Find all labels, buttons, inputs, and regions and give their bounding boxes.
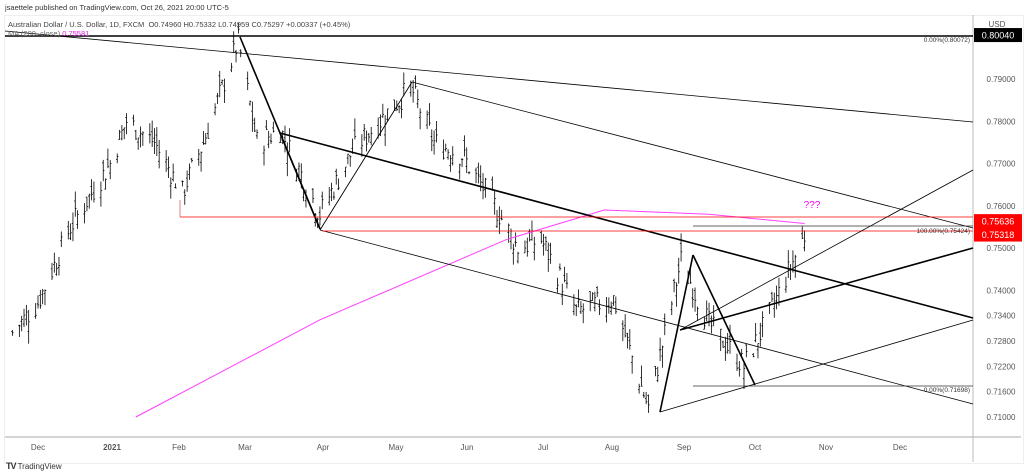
fib-label: 100.00%(0.75424): [917, 228, 971, 235]
trendline-upper: [4, 30, 974, 123]
trendline-thick: [279, 132, 974, 319]
price-tick: 0.76000: [987, 202, 1016, 211]
trendline-rising: [679, 169, 974, 331]
price-badge-label: 0.80040: [982, 31, 1015, 41]
pattern-leg: [659, 254, 694, 413]
fib-label: 0.00%(0.71698): [924, 387, 970, 394]
time-tick: 2021: [103, 443, 121, 452]
time-tick: Dec: [31, 443, 45, 452]
time-tick: Sep: [677, 443, 692, 452]
time-tick: Oct: [749, 443, 762, 452]
price-tick: 0.72800: [987, 337, 1016, 346]
price-tick: 0.74000: [987, 286, 1016, 295]
time-tick: Aug: [605, 443, 619, 452]
time-tick: Mar: [238, 443, 252, 452]
price-tick: 0.71000: [987, 413, 1016, 422]
question-annotation: ???: [804, 200, 821, 211]
time-tick: Dec: [893, 443, 907, 452]
ma200-line: [135, 209, 805, 418]
currency-label: USD: [989, 20, 1006, 29]
ohlc-values: O0.74960 H0.75332 L0.74959 C0.75297 +0.0…: [148, 20, 351, 29]
price-badge-label: 0.75318: [982, 230, 1015, 240]
price-badge: [974, 214, 1022, 229]
pattern-leg: [692, 254, 756, 386]
time-tick: Jul: [538, 443, 548, 452]
price-tick: 0.75000: [987, 244, 1016, 253]
trendline-thick: [679, 247, 974, 331]
ma-legend[interactable]: MA (200, close) 0.75581: [8, 29, 89, 38]
pattern-leg: [279, 132, 321, 230]
channel-lower: [659, 319, 974, 413]
price-tick: 0.73400: [987, 312, 1016, 321]
time-tick: Jun: [461, 443, 474, 452]
symbol-name: Australian Dollar / U.S. Dollar, 1D, FXC…: [8, 20, 145, 29]
ma-value: 0.75581: [62, 29, 90, 38]
price-badge-label: 0.75636: [982, 217, 1015, 227]
price-tick: 0.78000: [987, 117, 1016, 126]
tradingview-logo[interactable]: TV TradingView: [6, 461, 62, 471]
channel-lower: [319, 229, 974, 405]
time-tick: Feb: [172, 443, 186, 452]
brand-name: TradingView: [17, 462, 62, 471]
publisher-line: jsaettele published on TradingView.com, …: [5, 3, 229, 12]
trendline-may-high: [411, 81, 974, 229]
price-badge: [974, 28, 1022, 43]
time-tick: Apr: [317, 443, 330, 452]
time-tick: Nov: [819, 443, 833, 452]
price-badge: [974, 227, 1022, 242]
ma-label: MA (200, close): [8, 29, 61, 38]
price-tick: 0.71600: [987, 388, 1016, 397]
pattern-leg: [319, 81, 413, 231]
price-tick: 0.79000: [987, 75, 1016, 84]
time-tick: May: [388, 443, 403, 452]
fib-label: 0.00%(0.80072): [924, 37, 970, 44]
symbol-legend: Australian Dollar / U.S. Dollar, 1D, FXC…: [8, 20, 350, 29]
price-tick: 0.72200: [987, 362, 1016, 371]
price-tick: 0.77000: [987, 160, 1016, 169]
